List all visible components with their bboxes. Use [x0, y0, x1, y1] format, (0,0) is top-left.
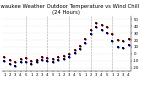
- Title: Milwaukee Weather Outdoor Temperature vs Wind Chill
(24 Hours): Milwaukee Weather Outdoor Temperature vs…: [0, 4, 140, 15]
